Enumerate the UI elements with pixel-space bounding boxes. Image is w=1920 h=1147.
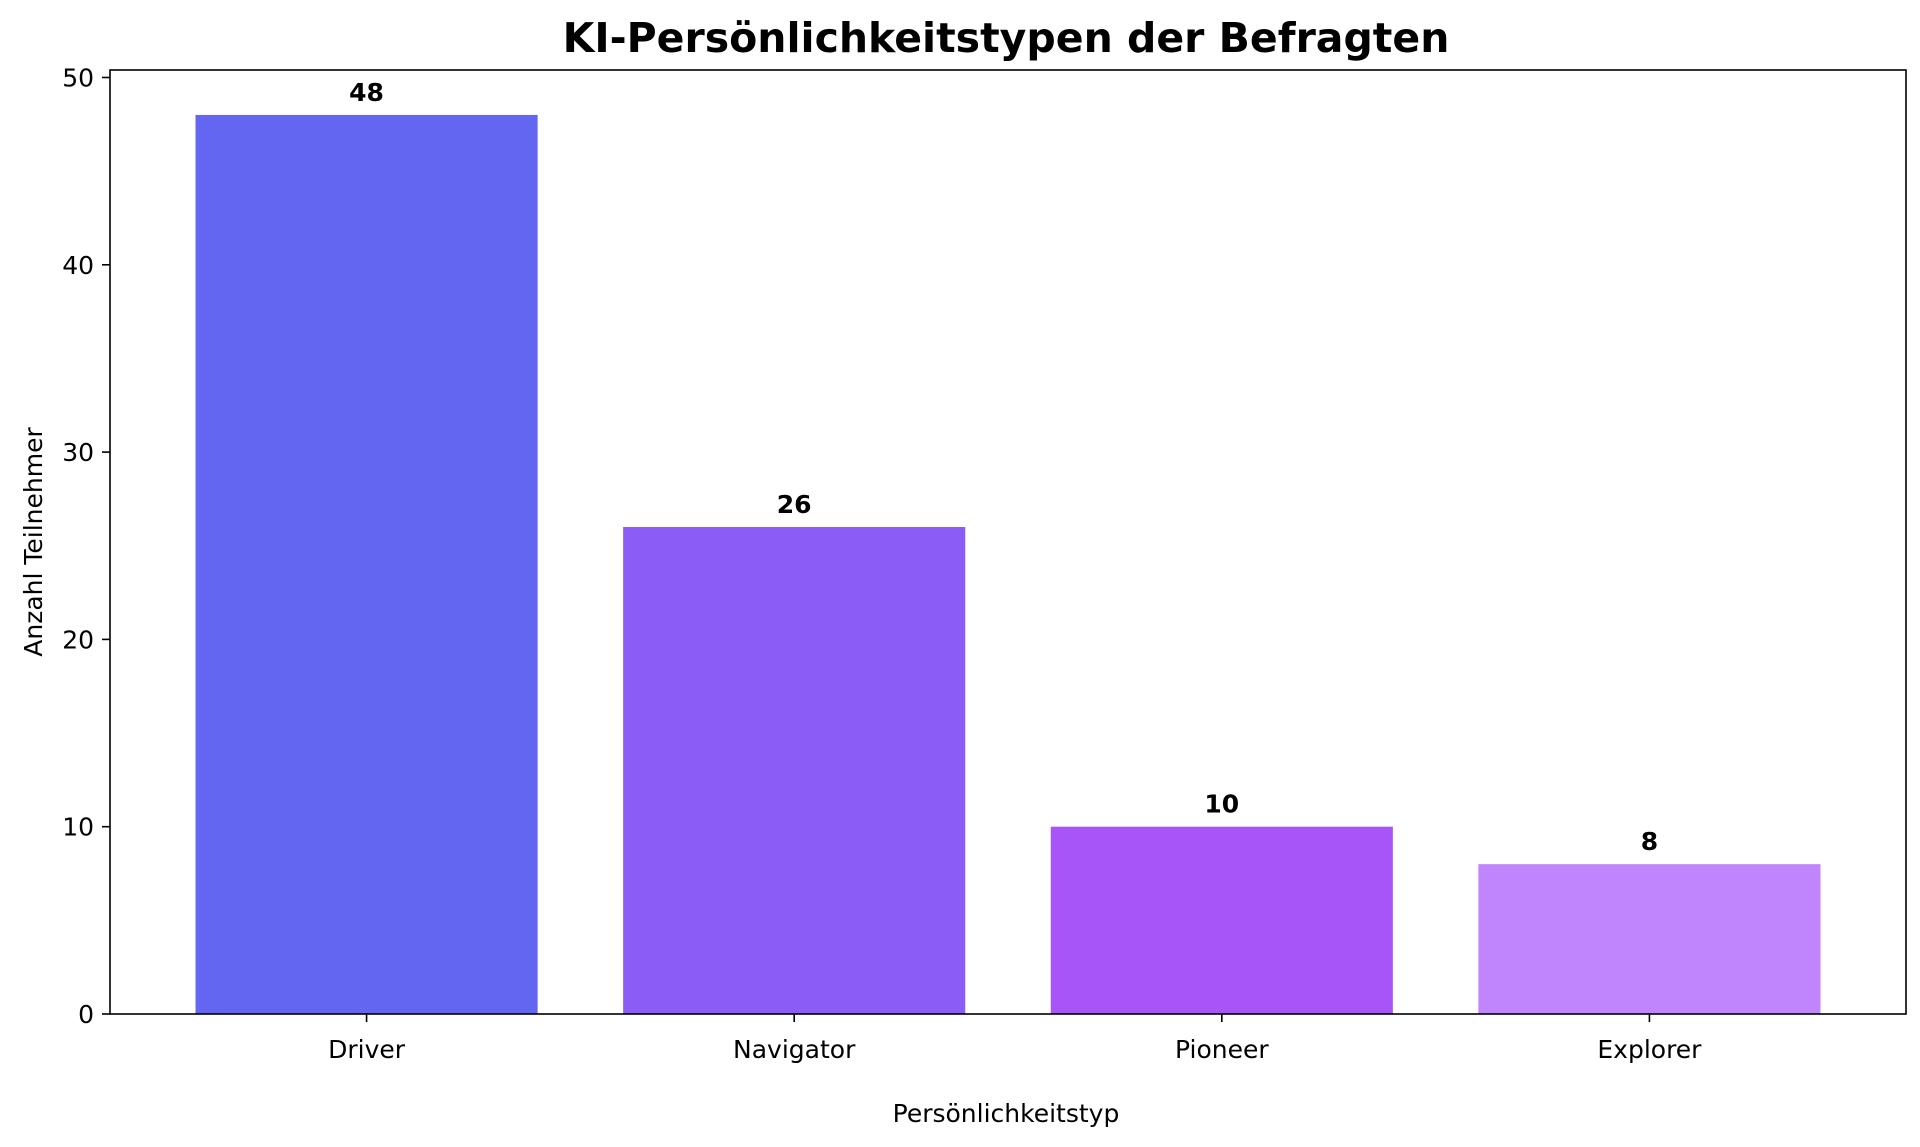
x-axis-label: Persönlichkeitstyp: [893, 1099, 1120, 1128]
y-tick-label-20: 20: [62, 625, 94, 654]
x-tick-label-navigator: Navigator: [733, 1035, 856, 1064]
x-axis: Driver Navigator Pioneer Explorer: [328, 1014, 1702, 1064]
y-tick-label-10: 10: [62, 813, 94, 842]
y-tick-label-50: 50: [62, 63, 94, 92]
value-label-pioneer: 10: [1204, 790, 1239, 819]
x-tick-label-pioneer: Pioneer: [1175, 1035, 1269, 1064]
x-tick-label-driver: Driver: [328, 1035, 406, 1064]
y-axis: 0 10 20 30 40 50: [62, 63, 110, 1029]
y-tick-label-40: 40: [62, 251, 94, 280]
plot-frame: [109, 69, 1907, 1015]
value-label-explorer: 8: [1641, 827, 1658, 856]
value-label-navigator: 26: [777, 490, 812, 519]
bar-driver: [195, 114, 538, 1014]
x-tick-label-explorer: Explorer: [1597, 1035, 1702, 1064]
bar-pioneer: [1050, 826, 1393, 1014]
bar-explorer: [1478, 864, 1821, 1014]
value-labels-layer: 48 26 10 8: [349, 78, 1658, 856]
y-axis-label: Anzahl Teilnehmer: [19, 427, 48, 657]
y-tick-label-30: 30: [62, 438, 94, 467]
bar-navigator: [623, 527, 966, 1014]
bars-layer: [195, 114, 1821, 1014]
chart-title: KI-Persönlichkeitstypen der Befragten: [563, 14, 1450, 62]
y-tick-label-0: 0: [78, 1000, 94, 1029]
value-label-driver: 48: [349, 78, 384, 107]
